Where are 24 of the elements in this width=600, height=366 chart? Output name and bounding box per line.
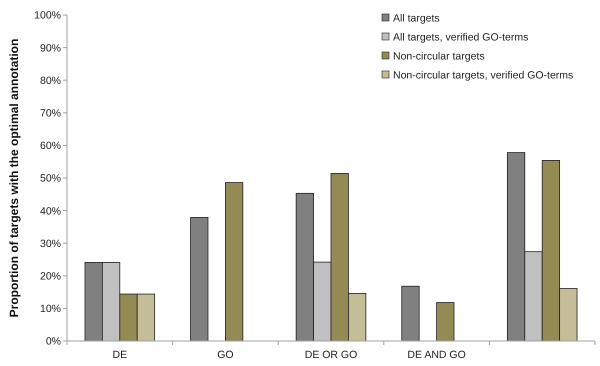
y-tick-label: 0%: [46, 336, 61, 348]
legend-label: All targets: [393, 12, 440, 25]
y-tick-label: 90%: [40, 42, 61, 54]
bar: [436, 302, 454, 342]
y-tick-label: 70%: [40, 107, 61, 120]
y-tick-label: 80%: [40, 74, 61, 87]
y-tick-label: 100%: [34, 10, 61, 22]
bar: [401, 286, 420, 342]
y-tick-label: 30%: [40, 238, 61, 250]
bar: [225, 182, 244, 342]
legend-label: Non-circular targets, verified GO-terms: [393, 70, 574, 82]
legend-label: All targets, verified GO-terms: [393, 32, 528, 44]
y-tick-label: 10%: [40, 303, 61, 316]
y-tick-label: 60%: [40, 140, 61, 152]
y-tick-label: 50%: [40, 172, 61, 185]
y-tick-label: 40%: [40, 205, 61, 218]
y-axis-title: Proportion of targets with the optimal annotation: [7, 38, 21, 318]
x-tick-label: DE OR GO: [304, 349, 358, 361]
x-tick-label: DE AND GO: [407, 349, 466, 361]
legend-label: Non-circular targets: [393, 50, 485, 63]
x-tick-label: DE: [112, 349, 128, 361]
y-tick-label: 20%: [40, 270, 61, 282]
x-tick-label: GO: [217, 349, 234, 361]
bar: [190, 217, 208, 342]
